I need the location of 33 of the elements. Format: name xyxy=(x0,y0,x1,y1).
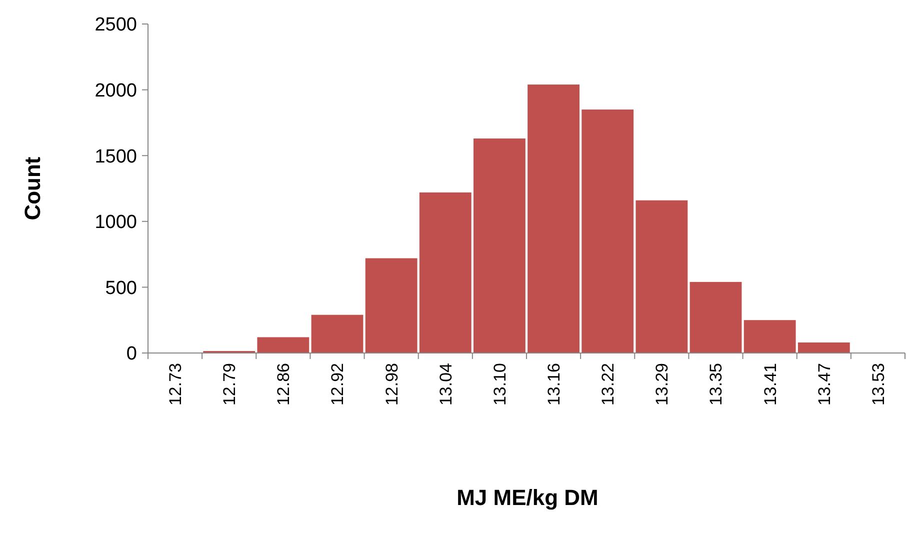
x-tick-label: 12.92 xyxy=(328,363,348,406)
x-tick-label: 13.35 xyxy=(706,363,726,406)
x-tick-label: 12.98 xyxy=(382,363,402,406)
bar xyxy=(419,192,472,353)
x-tick-label: 13.04 xyxy=(436,363,456,406)
bar xyxy=(582,110,634,353)
x-tick-label: 13.53 xyxy=(868,363,888,406)
y-tick-label: 1000 xyxy=(94,212,137,234)
x-tick-label: 13.29 xyxy=(652,363,672,406)
x-axis-title: MJ ME/kg DM xyxy=(456,485,598,510)
y-tick-label: 2500 xyxy=(94,14,137,36)
bar xyxy=(365,258,418,353)
bar xyxy=(636,200,688,353)
y-tick-label: 2000 xyxy=(94,80,137,102)
x-tick-label: 13.16 xyxy=(544,363,564,406)
x-tick-label: 13.41 xyxy=(760,363,780,406)
bar xyxy=(690,282,742,353)
x-tick-label: 13.22 xyxy=(598,363,618,406)
bar xyxy=(744,320,796,353)
y-tick-label: 500 xyxy=(105,278,137,299)
bar xyxy=(528,84,580,353)
bar xyxy=(474,138,526,353)
x-tick-label: 13.10 xyxy=(490,363,510,406)
x-tick-label: 12.86 xyxy=(274,363,294,406)
bar xyxy=(311,314,364,353)
bar xyxy=(798,342,850,353)
y-tick-label: 0 xyxy=(126,344,137,365)
y-axis-title: Count xyxy=(20,156,45,220)
x-tick-label: 13.47 xyxy=(814,363,834,406)
x-tick-label: 12.79 xyxy=(220,363,240,406)
y-tick-label: 1500 xyxy=(94,146,137,168)
bar xyxy=(257,337,310,353)
x-tick-label: 12.73 xyxy=(166,363,185,406)
